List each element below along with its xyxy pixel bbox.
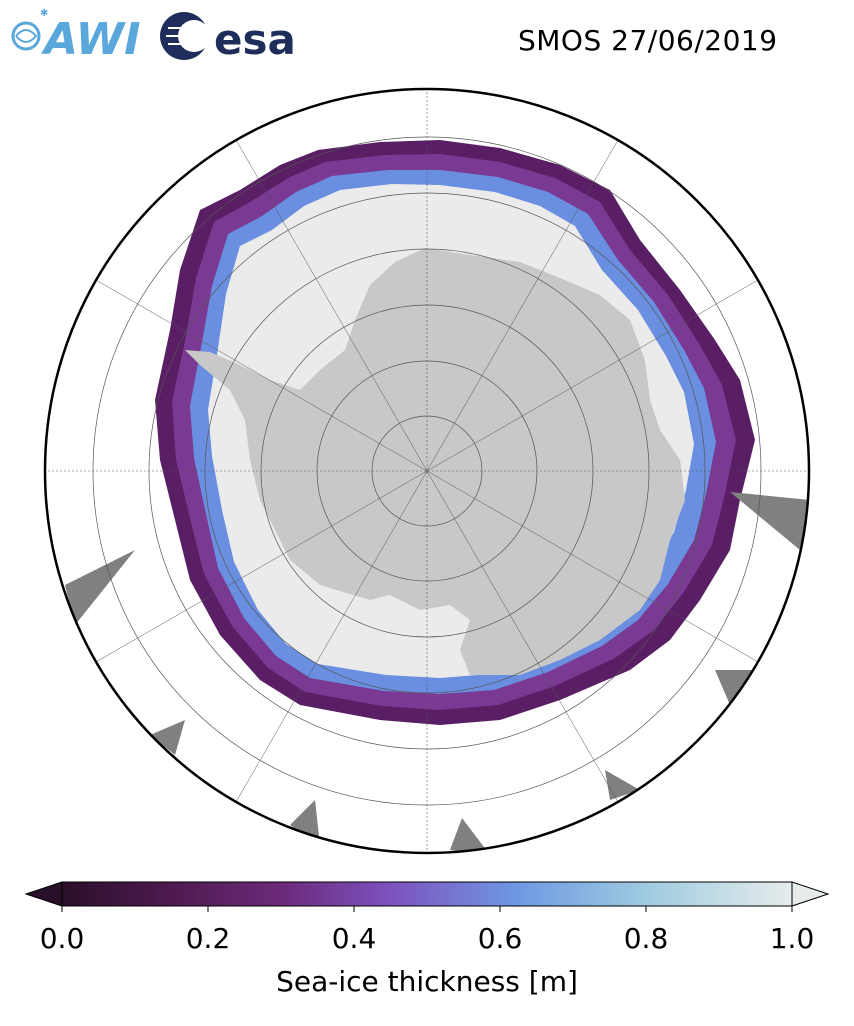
colorbar-tick-label: 0.2 <box>185 922 231 955</box>
colorbar <box>24 881 830 912</box>
esa-logo-text: esa <box>214 15 296 64</box>
awi-logo-text: AWI <box>41 14 141 65</box>
colorbar-label: Sea-ice thickness [m] <box>276 965 578 998</box>
sea-ice-map <box>43 87 811 855</box>
svg-text:✱: ✱ <box>40 8 48 19</box>
colorbar-tickmarks <box>61 906 793 912</box>
icebergs <box>65 492 809 853</box>
colorbar-tick-label: 1.0 <box>769 922 815 955</box>
logos: ✱ AWI esa <box>11 8 296 65</box>
esa-logo: esa <box>160 12 296 64</box>
map-title: SMOS 27/06/2019 <box>518 24 778 57</box>
longitude-gridlines <box>45 89 809 853</box>
colorbar-extend-min <box>24 881 63 907</box>
colorbar-tick-label: 0.0 <box>39 922 85 955</box>
colorbar-tick-label: 0.8 <box>623 922 669 955</box>
antarctica-land <box>185 248 685 675</box>
colorbar-gradient <box>61 881 793 907</box>
colorbar-tick-label: 0.6 <box>477 922 523 955</box>
colorbar-extend-max <box>791 881 830 907</box>
longitude-gridlines-solid <box>95 139 759 803</box>
map-frame <box>43 87 811 855</box>
colorbar-tick-label: 0.4 <box>331 922 377 955</box>
awi-logo: ✱ AWI <box>11 8 141 65</box>
